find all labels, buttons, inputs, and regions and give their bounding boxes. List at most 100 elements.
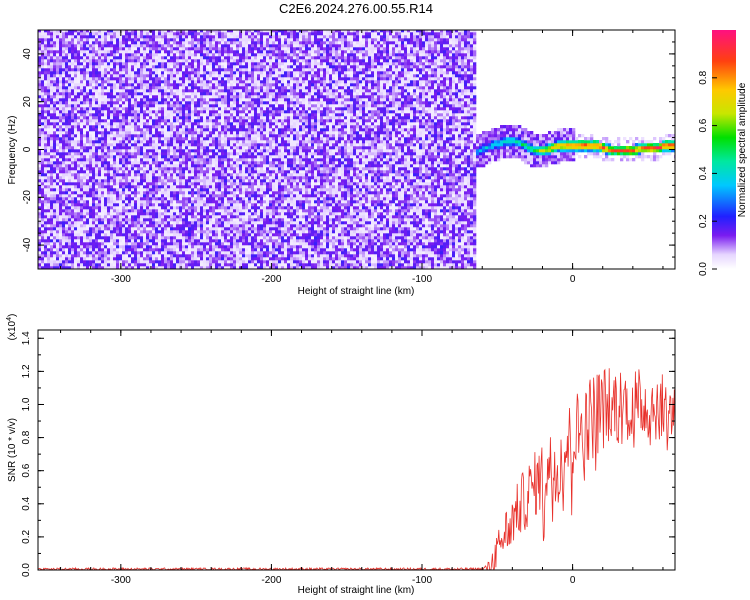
spectrogram-cell (158, 68, 162, 72)
spectrogram-cell (134, 47, 138, 51)
spectrogram-cell (155, 104, 159, 108)
spectrogram-cell (221, 173, 225, 177)
spectrogram-cell (170, 266, 174, 269)
spectrogram-cell (173, 68, 177, 72)
spectrogram-cell (140, 77, 144, 81)
spectrogram-cell (74, 233, 78, 237)
spectrogram-cell (53, 161, 57, 165)
spectrogram-cell (173, 92, 177, 96)
spectrogram-cell (86, 140, 90, 144)
spectrogram-cell (104, 149, 108, 153)
spectrogram-cell (41, 263, 45, 267)
spectrogram-cell (200, 71, 204, 75)
spectrogram-cell (68, 74, 72, 78)
spectrogram-cell (218, 122, 222, 126)
spectrogram-cell (146, 104, 150, 108)
spectrogram-cell (83, 89, 87, 93)
spectrogram-cell (110, 173, 114, 177)
spectrogram-cell (170, 83, 174, 87)
spectrogram-cell (170, 110, 174, 114)
spectrogram-cell (101, 116, 105, 120)
spectrogram-cell (47, 170, 51, 174)
spectrogram-cell (134, 260, 138, 264)
spectrogram-cell (131, 80, 135, 84)
spectrogram-cell (152, 173, 156, 177)
spectrogram-cell (68, 50, 72, 54)
spectrogram-cell (89, 80, 93, 84)
spectrogram-cell (92, 161, 96, 165)
spectrogram-cell (179, 62, 183, 66)
spectrogram-cell (221, 170, 225, 174)
spectrogram-cell (152, 41, 156, 45)
spectrogram-cell (164, 158, 168, 162)
spectrogram-cell (191, 194, 195, 198)
spectrogram-cell (125, 77, 129, 81)
spectrogram-cell (209, 176, 213, 180)
spectrogram-cell (74, 140, 78, 144)
spectrogram-cell (47, 254, 51, 258)
spectrogram-cell (122, 254, 126, 258)
spectrogram-cell (110, 95, 114, 99)
spectrogram-cell (197, 242, 201, 246)
spectrogram-cell (77, 218, 81, 222)
spectrogram-cell (194, 260, 198, 264)
spectrogram-cell (89, 62, 93, 66)
spectrogram-cell (140, 53, 144, 57)
spectrogram-cell (161, 236, 165, 240)
spectrogram-cell (68, 134, 72, 138)
spectrogram-cell (155, 170, 159, 174)
spectrogram-cell (62, 113, 66, 117)
spectrogram-cell (209, 101, 213, 105)
spectrogram-cell (206, 251, 210, 255)
spectrogram-cell (176, 233, 180, 237)
spectrogram-cell (86, 41, 90, 45)
spectrogram-cell (47, 161, 51, 165)
spectrogram-cell (155, 164, 159, 168)
spectrogram-cell (113, 173, 117, 177)
spectrogram-cell (119, 62, 123, 66)
spectrogram-cell (98, 125, 102, 129)
spectrogram-cell (89, 83, 93, 87)
spectrogram-cell (116, 200, 120, 204)
spectrogram-cell (185, 86, 189, 90)
spectrogram-cell (89, 260, 93, 264)
spectrogram-cell (170, 251, 174, 255)
spectrogram-cell (185, 233, 189, 237)
spectrogram-cell (140, 86, 144, 90)
spectrogram-cell (38, 30, 42, 33)
spectrogram-cell (146, 146, 150, 150)
spectrogram-cell (53, 32, 57, 36)
spectrogram-cell (107, 173, 111, 177)
spectrogram-cell (218, 41, 222, 45)
spectrogram-cell (218, 62, 222, 66)
spectrogram-cell (107, 194, 111, 198)
spectrogram-cell (140, 47, 144, 51)
spectrogram-cell (155, 248, 159, 252)
spectrogram-cell (125, 101, 129, 105)
spectrogram-cell (179, 68, 183, 72)
spectrogram-cell (131, 260, 135, 264)
spectrogram-cell (215, 53, 219, 57)
spectrogram-cell (167, 47, 171, 51)
spectrogram-cell (131, 122, 135, 126)
spectrogram-cell (86, 221, 90, 225)
spectrogram-cell (194, 35, 198, 39)
spectrogram-cell (50, 74, 54, 78)
spectrogram-cell (143, 176, 147, 180)
spectrogram-cell (83, 32, 87, 36)
spectrogram-cell (146, 233, 150, 237)
spectrogram-cell (122, 179, 126, 183)
spectrogram-cell (128, 47, 132, 51)
spectrogram-cell (161, 215, 165, 219)
spectrogram-cell (98, 89, 102, 93)
spectrogram-cell (44, 53, 48, 57)
spectrogram-cell (59, 149, 63, 153)
spectrogram-cell (86, 197, 90, 201)
spectrogram-cell (86, 239, 90, 243)
spectrogram-cell (74, 59, 78, 63)
spectrogram-cell (41, 128, 45, 132)
spectrogram-cell (122, 236, 126, 240)
spectrogram-cell (101, 125, 105, 129)
spectrogram-cell (119, 134, 123, 138)
spectrogram-cell (188, 83, 192, 87)
